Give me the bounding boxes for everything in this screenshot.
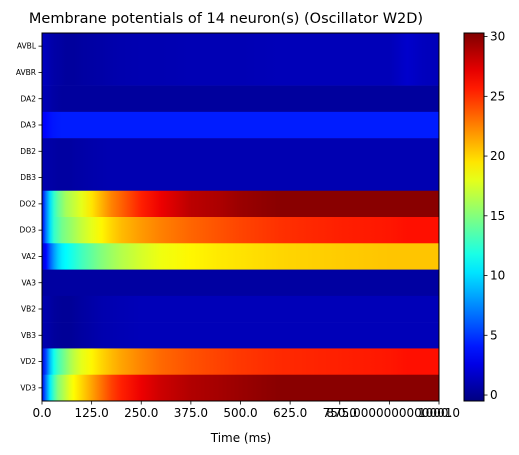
y-tick-label: DB2 (20, 147, 36, 156)
x-tick-label: 750.0 (323, 406, 357, 420)
colorbar-tick-label: 20 (490, 149, 505, 163)
colorbar-frame (463, 32, 485, 402)
heatmap-row-vd3 (42, 374, 439, 402)
colorbar-tick-label: 5 (490, 328, 498, 342)
x-tick-label: 875.0000000000001 (326, 406, 452, 420)
colorbar-tick-label: 25 (490, 89, 505, 103)
heatmap-row-db2 (42, 138, 439, 165)
chart-title: Membrane potentials of 14 neuron(s) (Osc… (29, 11, 423, 27)
heatmap-row-da3 (42, 111, 439, 139)
x-tick-label: 250.0 (124, 406, 158, 420)
x-tick-label: 1000.0 (418, 406, 460, 420)
y-tick-label: DA2 (20, 94, 36, 103)
y-tick-label: DB3 (20, 173, 36, 182)
colorbar (464, 33, 484, 401)
heatmap-row-db3 (42, 164, 439, 192)
x-tick-label: 375.0 (174, 406, 208, 420)
heatmap-row-vd2 (42, 348, 439, 376)
colorbar-tick-label: 30 (490, 30, 505, 44)
y-tick-label: DA3 (20, 121, 36, 130)
colorbar-tick-label: 15 (490, 209, 505, 223)
x-axis-ticks: 0.0 125.0 250.0 375.0 500.0 625.0 750.0875.000… (32, 401, 460, 420)
heatmap-row-va2 (42, 243, 439, 270)
x-axis-label: Time (ms) (210, 431, 272, 445)
x-tick-label: 125.0 (74, 406, 108, 420)
colorbar-tick-label: 0 (490, 388, 498, 402)
colorbar-ticks: 0 5 10 15 20 25 30 (484, 30, 505, 402)
y-tick-label: VA2 (21, 252, 36, 261)
heatmap-row-da2 (42, 85, 439, 113)
y-tick-label: VB2 (21, 305, 36, 314)
heatmap-rows (42, 33, 439, 402)
y-tick-label: AVBR (16, 68, 36, 77)
y-tick-label: VB3 (21, 331, 36, 340)
y-axis-ticks: AVBL AVBR DA2 DA3 DB2 DB3 DO2 DO3 VA2 VA3 VB2 VB3 VD… (16, 42, 42, 392)
heatmap-row-vb3 (42, 322, 439, 349)
y-tick-label: DO3 (20, 226, 37, 235)
x-tick-label: 500.0 (223, 406, 257, 420)
y-tick-label: DO2 (20, 199, 37, 208)
heatmap-row-vb2 (42, 295, 439, 323)
y-tick-label: VA3 (21, 278, 36, 287)
heatmap-row-va3 (42, 269, 439, 297)
colorbar-tick-label: 10 (490, 269, 505, 283)
x-tick-label: 625.0 (273, 406, 307, 420)
heatmap-row-do2 (42, 190, 439, 218)
y-tick-label: VD3 (20, 383, 36, 392)
y-tick-label: VD2 (20, 357, 36, 366)
heatmap-row-avbl (42, 33, 439, 60)
x-tick-label: 0.0 (32, 406, 51, 420)
y-tick-label: AVBL (17, 42, 37, 51)
heatmap-row-do3 (42, 217, 439, 244)
heatmap-row-avbr (42, 59, 439, 86)
